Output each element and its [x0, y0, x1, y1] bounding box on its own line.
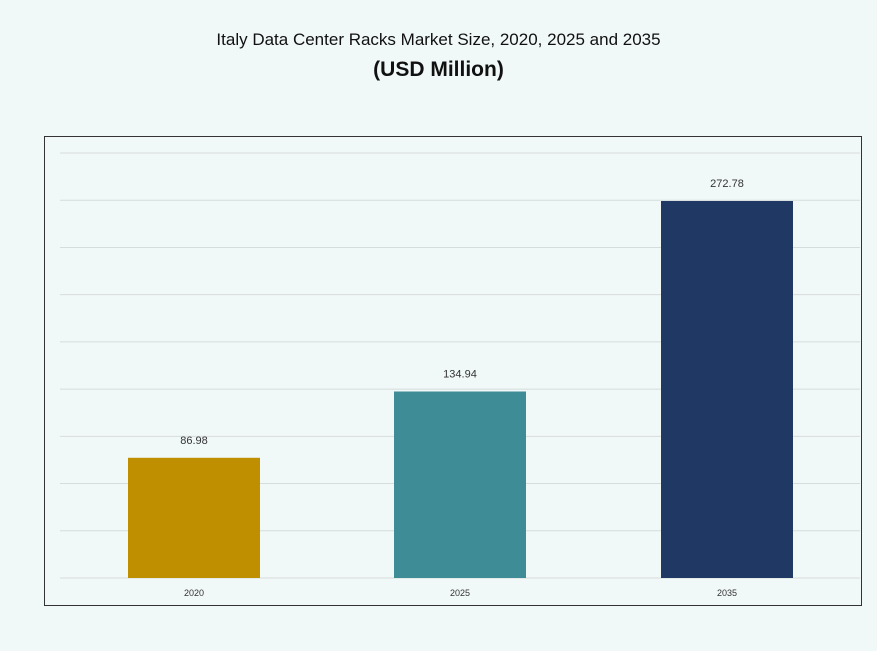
bar-2020	[128, 457, 260, 578]
bar-2025	[394, 391, 526, 578]
x-tick-label: 2025	[450, 588, 470, 598]
data-label: 86.98	[180, 435, 208, 447]
x-tick-label: 2035	[717, 588, 737, 598]
x-tick-label: 2020	[184, 588, 204, 598]
bar-2035	[661, 200, 793, 578]
data-label: 272.78	[710, 178, 744, 190]
chart-subtitle: (USD Million)	[373, 58, 504, 81]
data-label: 134.94	[443, 368, 477, 380]
chart-title: Italy Data Center Racks Market Size, 202…	[216, 30, 661, 49]
